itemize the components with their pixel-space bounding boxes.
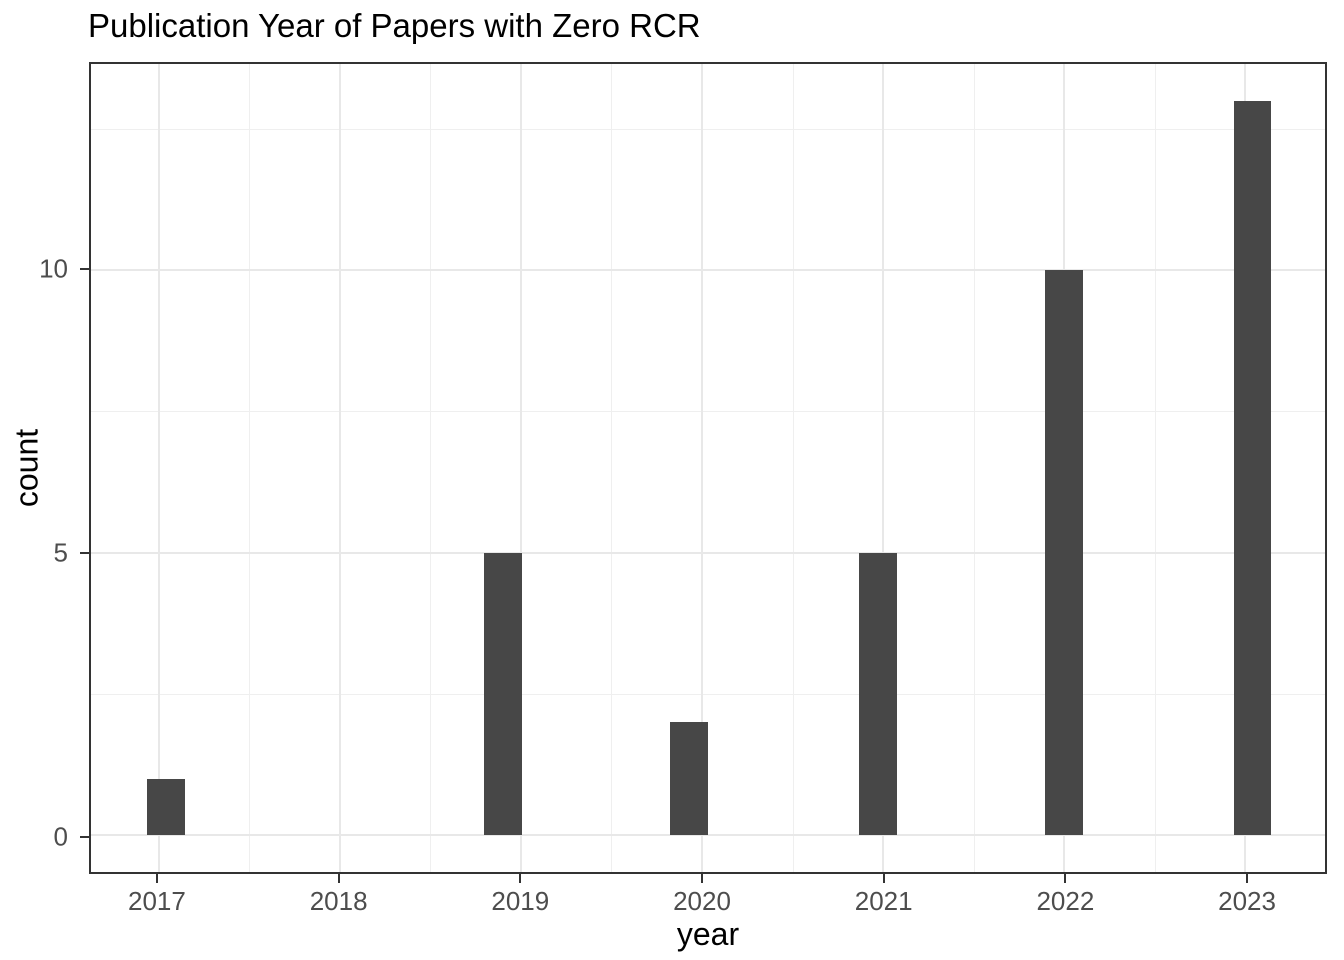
gridline-x-minor bbox=[611, 64, 613, 872]
y-tick-label: 5 bbox=[53, 537, 68, 568]
x-tick-mark bbox=[1064, 874, 1067, 883]
gridline-y-minor bbox=[91, 411, 1325, 413]
x-tick-mark bbox=[519, 874, 522, 883]
x-tick-label: 2017 bbox=[128, 886, 186, 916]
x-tick-label: 2022 bbox=[1036, 886, 1095, 916]
bar bbox=[483, 552, 522, 836]
y-tick-mark bbox=[80, 268, 89, 271]
gridline-y-major bbox=[91, 269, 1325, 272]
y-tick-mark bbox=[80, 552, 89, 555]
gridline-x-minor bbox=[430, 64, 432, 872]
x-tick-label: 2021 bbox=[854, 886, 913, 916]
gridline-x-major bbox=[519, 64, 522, 872]
x-tick-mark bbox=[882, 874, 885, 883]
gridline-y-minor bbox=[91, 128, 1325, 130]
x-tick-mark bbox=[337, 874, 340, 883]
gridline-x-minor bbox=[1154, 64, 1156, 872]
y-tick-mark bbox=[80, 836, 89, 839]
x-tick-mark bbox=[155, 874, 158, 883]
bar bbox=[1233, 100, 1272, 836]
bar bbox=[1045, 270, 1084, 836]
x-tick-label: 2019 bbox=[491, 886, 550, 916]
x-tick-label: 2020 bbox=[673, 886, 731, 916]
x-axis-title: year bbox=[676, 916, 740, 952]
bar bbox=[147, 778, 185, 836]
y-axis-title: count bbox=[8, 428, 45, 508]
gridline-x-minor bbox=[792, 64, 794, 872]
gridline-x-minor bbox=[973, 64, 975, 872]
plot-title: Publication Year of Papers with Zero RCR bbox=[88, 7, 701, 44]
gridline-x-major bbox=[338, 64, 341, 872]
gridline-x-minor bbox=[249, 64, 251, 872]
gridline-x-major bbox=[882, 64, 885, 872]
gridline-y-minor bbox=[91, 694, 1325, 695]
gridline-y-major bbox=[91, 551, 1325, 554]
y-tick-label: 0 bbox=[53, 821, 68, 852]
plot-panel bbox=[89, 62, 1327, 874]
bar bbox=[670, 722, 709, 836]
gridline-x-major bbox=[157, 64, 160, 872]
bar bbox=[858, 552, 897, 836]
x-tick-label: 2018 bbox=[309, 886, 368, 916]
gridline-y-major bbox=[91, 834, 1325, 837]
gridline-x-major bbox=[701, 64, 704, 872]
y-tick-label: 10 bbox=[39, 253, 68, 284]
x-tick-mark bbox=[1246, 874, 1249, 883]
x-tick-label: 2023 bbox=[1218, 886, 1276, 916]
x-tick-mark bbox=[701, 874, 703, 883]
